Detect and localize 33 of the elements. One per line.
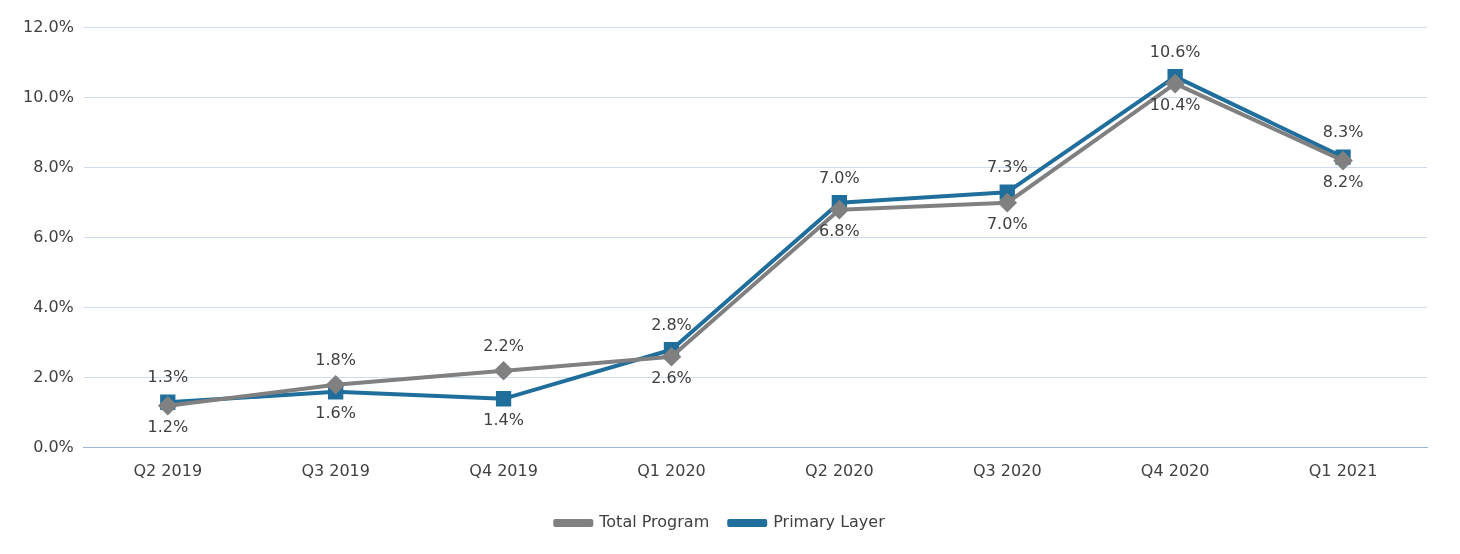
x-tick-label: Q4 2019 (469, 460, 538, 480)
y-tick-label: 0.0% (33, 436, 74, 456)
legend-label: Total Program (598, 512, 710, 532)
data-label: 10.4% (1149, 94, 1201, 114)
y-tick-label: 6.0% (33, 226, 74, 246)
x-tick-label: Q2 2020 (805, 460, 874, 480)
data-label: 1.6% (315, 402, 356, 422)
x-tick-label: Q3 2019 (301, 460, 370, 480)
legend-label: Primary Layer (773, 512, 886, 532)
x-tick-label: Q2 2019 (133, 460, 203, 480)
data-label: 2.6% (651, 367, 692, 387)
data-label: 1.2% (147, 416, 189, 436)
data-label: 8.3% (1322, 122, 1364, 142)
x-tick-label: Q1 2020 (637, 460, 706, 480)
y-tick-label: 10.0% (23, 86, 74, 106)
data-label: 7.3% (986, 157, 1028, 177)
x-tick-label: Q3 2020 (972, 460, 1042, 480)
data-label: 1.3% (147, 367, 189, 387)
y-tick-label: 12.0% (23, 16, 74, 36)
data-label: 1.4% (483, 409, 524, 429)
y-tick-label: 4.0% (33, 296, 74, 316)
data-label: 7.0% (819, 167, 860, 187)
x-tick-label: Q4 2020 (1140, 460, 1210, 480)
y-tick-label: 2.0% (33, 366, 74, 386)
y-tick-label: 8.0% (33, 156, 74, 176)
data-label: 2.2% (483, 335, 524, 355)
data-label: 7.0% (986, 213, 1028, 233)
data-label: 6.8% (819, 220, 860, 240)
x-tick-label: Q1 2021 (1308, 460, 1378, 480)
data-label: 1.8% (315, 349, 356, 369)
data-label: 8.2% (1322, 171, 1364, 191)
data-label: 2.8% (651, 314, 692, 334)
data-label: 10.6% (1149, 41, 1201, 61)
